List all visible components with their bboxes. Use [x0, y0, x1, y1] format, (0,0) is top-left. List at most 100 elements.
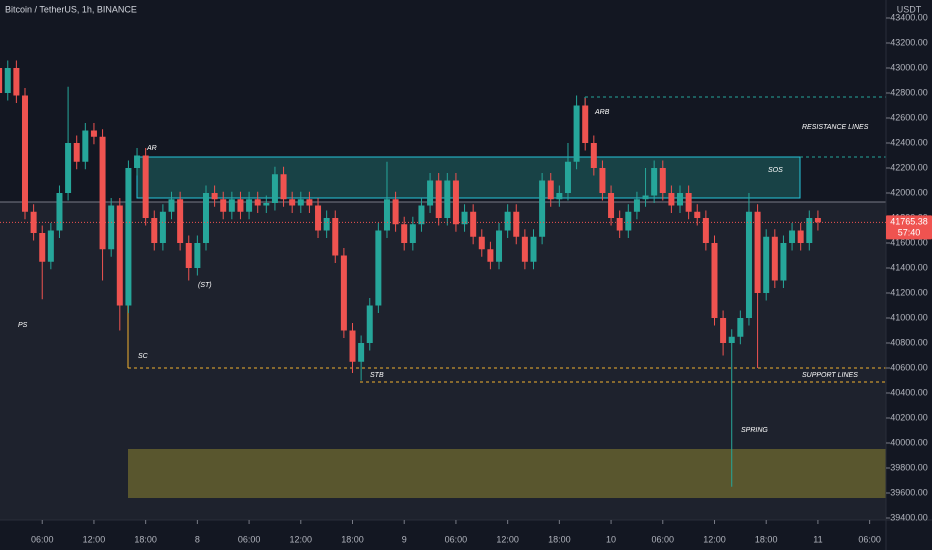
y-tick-label: 41200.00	[890, 287, 928, 297]
candle-body	[151, 218, 158, 243]
candle-body	[246, 199, 253, 212]
candle-body	[177, 199, 184, 243]
candle-body	[409, 224, 416, 243]
candle-body	[728, 336, 735, 343]
candle-body	[564, 161, 571, 193]
candle-body	[134, 155, 141, 168]
x-tick-label: 06:00	[652, 534, 675, 544]
candle-body	[211, 193, 218, 200]
candle-body	[306, 199, 313, 206]
candle-body	[297, 199, 304, 206]
candle-body	[754, 211, 761, 293]
candle-body	[383, 199, 390, 231]
candle-body	[625, 211, 632, 231]
y-tick-label: 43400.00	[890, 12, 928, 22]
x-tick-label: 18:00	[548, 534, 571, 544]
range-box	[136, 156, 801, 199]
candle-body	[39, 233, 46, 262]
candle-body	[651, 168, 658, 196]
candle-body	[461, 211, 468, 225]
chart-title: Bitcoin / TetherUS, 1h, BINANCE	[5, 4, 137, 14]
y-tick-label: 41000.00	[890, 312, 928, 322]
candle-body	[633, 199, 640, 212]
candle-body	[745, 211, 752, 318]
candle-body	[73, 143, 80, 162]
candle-body	[556, 193, 563, 200]
candle-body	[737, 318, 744, 337]
y-tick-label: 40200.00	[890, 412, 928, 422]
candle-body	[315, 205, 322, 231]
y-tick-label: 41600.00	[890, 237, 928, 247]
y-tick-label: 42200.00	[890, 162, 928, 172]
candle-body	[21, 95, 28, 212]
candle-body	[332, 218, 339, 256]
x-tick-label: 18:00	[755, 534, 778, 544]
candle-body	[599, 168, 606, 193]
y-tick-label: 43000.00	[890, 62, 928, 72]
y-tick-label: 42000.00	[890, 187, 928, 197]
x-tick-label: 06:00	[31, 534, 54, 544]
candle-body	[452, 180, 459, 225]
y-tick-label: 40000.00	[890, 437, 928, 447]
y-tick-label: 40400.00	[890, 387, 928, 397]
candle-body	[435, 180, 442, 218]
candle-body	[108, 205, 115, 250]
candle-body	[349, 330, 356, 362]
candle-body	[573, 105, 580, 162]
annotation: ARB	[594, 109, 610, 116]
candle-body	[220, 199, 227, 212]
candle-body	[616, 218, 623, 231]
candle-body	[82, 130, 89, 162]
candle-body	[685, 193, 692, 212]
y-tick-label: 39600.00	[890, 487, 928, 497]
candle-body	[470, 211, 477, 237]
annotation: SUPPORT LINES	[802, 372, 858, 379]
x-tick-label: 12:00	[496, 534, 519, 544]
candle-body	[254, 199, 261, 206]
y-tick-label: 42600.00	[890, 112, 928, 122]
x-tick-label: 06:00	[858, 534, 881, 544]
y-tick-label: 39800.00	[890, 462, 928, 472]
candle-body	[702, 218, 709, 243]
candle-body	[763, 236, 770, 293]
countdown-label: 57:40	[898, 228, 921, 238]
candle-body	[271, 174, 278, 203]
candle-body	[125, 168, 132, 306]
x-tick-label: 18:00	[134, 534, 157, 544]
y-tick-label: 40800.00	[890, 337, 928, 347]
x-tick-label: 9	[402, 534, 407, 544]
candle-body	[340, 255, 347, 331]
candle-body	[323, 218, 330, 231]
y-tick-label: 40600.00	[890, 362, 928, 372]
annotation: SC	[138, 353, 149, 360]
candle-body	[194, 243, 201, 268]
y-tick-label: 43200.00	[890, 37, 928, 47]
candle-body	[228, 199, 235, 212]
candle-body	[90, 130, 97, 137]
candle-body	[711, 243, 718, 318]
candle-body	[504, 211, 511, 231]
x-tick-label: 12:00	[83, 534, 106, 544]
candle-body	[513, 211, 520, 237]
x-tick-label: 10	[606, 534, 616, 544]
candle-body	[806, 218, 813, 243]
candle-body	[159, 211, 166, 243]
candle-body	[694, 211, 701, 218]
y-tick-label: 42800.00	[890, 87, 928, 97]
candle-body	[47, 230, 54, 262]
candle-body	[392, 199, 399, 225]
candle-body	[289, 199, 296, 206]
candle-body	[65, 143, 72, 193]
candle-body	[427, 180, 434, 206]
candle-body	[4, 68, 11, 93]
candle-body	[366, 305, 373, 343]
candle-body	[0, 68, 3, 93]
annotation: AR	[146, 145, 157, 152]
candle-body	[797, 230, 804, 243]
candle-body	[56, 193, 63, 231]
candle-body	[539, 180, 546, 237]
candle-body	[720, 318, 727, 343]
candle-body	[547, 180, 554, 200]
candle-body	[608, 193, 615, 218]
